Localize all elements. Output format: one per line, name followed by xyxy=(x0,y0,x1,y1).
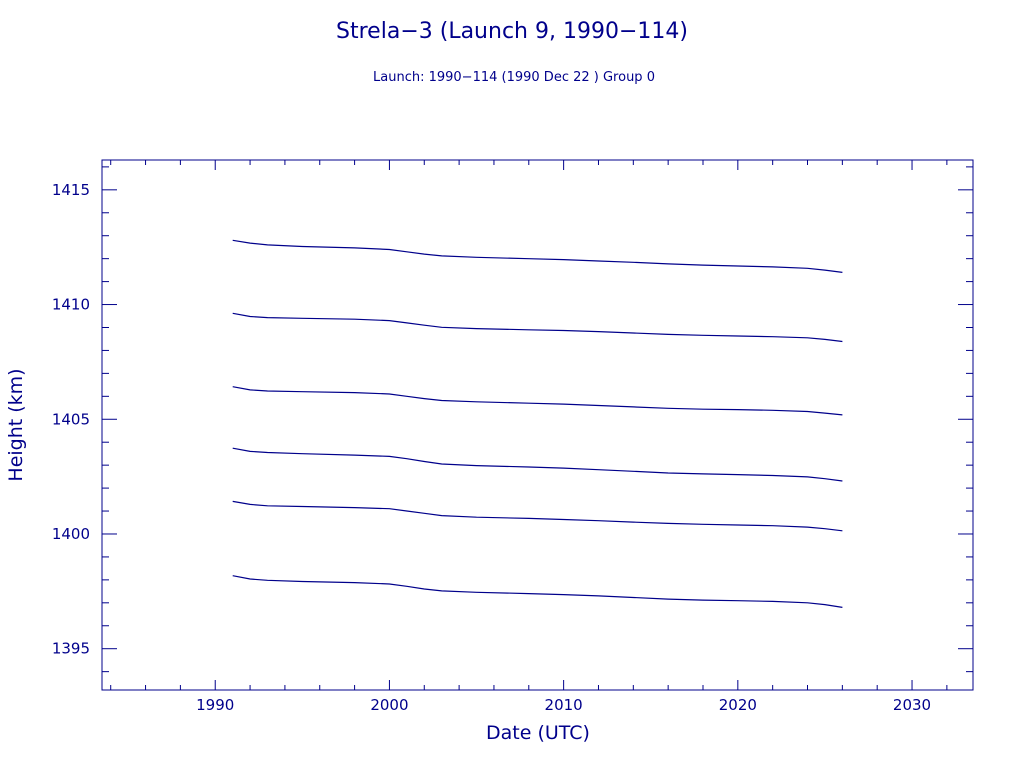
y-tick-labels: 1395 1400 1405 1410 1415 xyxy=(52,181,90,658)
chart-subtitle: Launch: 1990−114 (1990 Dec 22 ) Group 0 xyxy=(373,70,655,85)
x-tick-labels: 1990 2000 2010 2020 2030 xyxy=(196,696,931,714)
y-axis-label: Height (km) xyxy=(5,368,27,481)
y-tick-label: 1410 xyxy=(52,296,90,314)
series-line-5 xyxy=(232,500,843,532)
x-tick-label: 2000 xyxy=(370,696,408,714)
series-line-1 xyxy=(232,239,843,273)
series-lines xyxy=(232,239,843,608)
x-tick-label: 2030 xyxy=(893,696,931,714)
x-tick-label: 2020 xyxy=(719,696,757,714)
plot-frame xyxy=(101,159,974,691)
x-tick-label: 1990 xyxy=(196,696,234,714)
x-tick-label: 2010 xyxy=(545,696,583,714)
chart-title: Strela−3 (Launch 9, 1990−114) xyxy=(336,19,688,44)
series-line-4 xyxy=(232,447,843,482)
y-tick-label: 1415 xyxy=(52,181,90,199)
series-line-2 xyxy=(232,312,843,343)
y-tick-label: 1400 xyxy=(52,525,90,543)
series-line-6 xyxy=(232,575,843,608)
series-line-3 xyxy=(232,386,843,416)
x-axis-label: Date (UTC) xyxy=(486,722,590,744)
y-tick-label: 1395 xyxy=(52,640,90,658)
y-tick-label: 1405 xyxy=(52,410,90,428)
axis-ticks xyxy=(102,160,973,690)
